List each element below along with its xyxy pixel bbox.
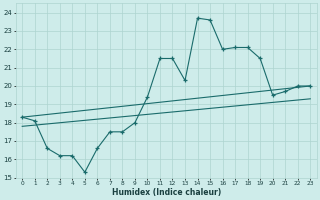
X-axis label: Humidex (Indice chaleur): Humidex (Indice chaleur) xyxy=(112,188,221,197)
